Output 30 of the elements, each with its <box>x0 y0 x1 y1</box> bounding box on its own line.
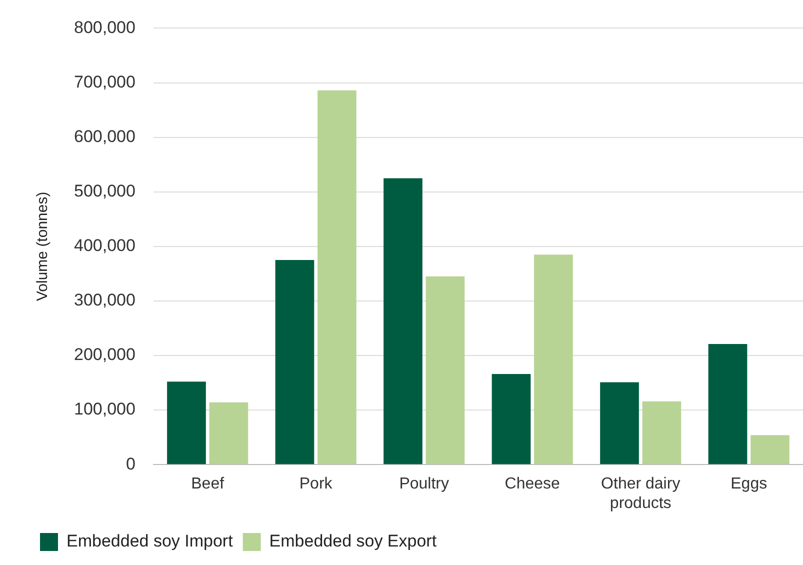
bar <box>750 435 790 464</box>
y-axis-title: Volume (tonnes) <box>34 192 52 302</box>
bar <box>275 260 314 464</box>
bar <box>426 276 465 464</box>
x-tick-label: Pork <box>299 476 334 493</box>
y-tick-label: 600,000 <box>74 126 136 146</box>
x-tick-label: Beef <box>191 476 225 493</box>
y-tick-label: 300,000 <box>74 290 136 310</box>
bar <box>534 254 573 464</box>
x-tick-label: Eggs <box>730 476 768 493</box>
bar <box>642 401 682 464</box>
bar <box>209 402 248 464</box>
bar <box>708 344 748 464</box>
x-tick-label: Poultry <box>399 476 449 493</box>
bar <box>600 382 639 464</box>
bar <box>318 90 356 464</box>
y-tick-label: 0 <box>126 454 136 474</box>
y-tick-label: 500,000 <box>74 182 136 201</box>
bar <box>167 382 206 464</box>
y-tick-label: 700,000 <box>74 72 136 92</box>
bar <box>492 374 531 464</box>
y-tick-label: 800,000 <box>74 18 136 37</box>
y-tick-label: 400,000 <box>74 236 136 256</box>
legend-label: Embedded soy Import <box>66 532 234 551</box>
y-tick-label: 200,000 <box>74 345 136 364</box>
x-tick-label: Other dairy products <box>601 476 680 512</box>
bar <box>384 178 422 464</box>
legend-label: Embedded soy Export <box>269 532 437 551</box>
x-tick-label: Cheese <box>504 476 560 493</box>
y-tick-label: 100,000 <box>74 400 136 419</box>
